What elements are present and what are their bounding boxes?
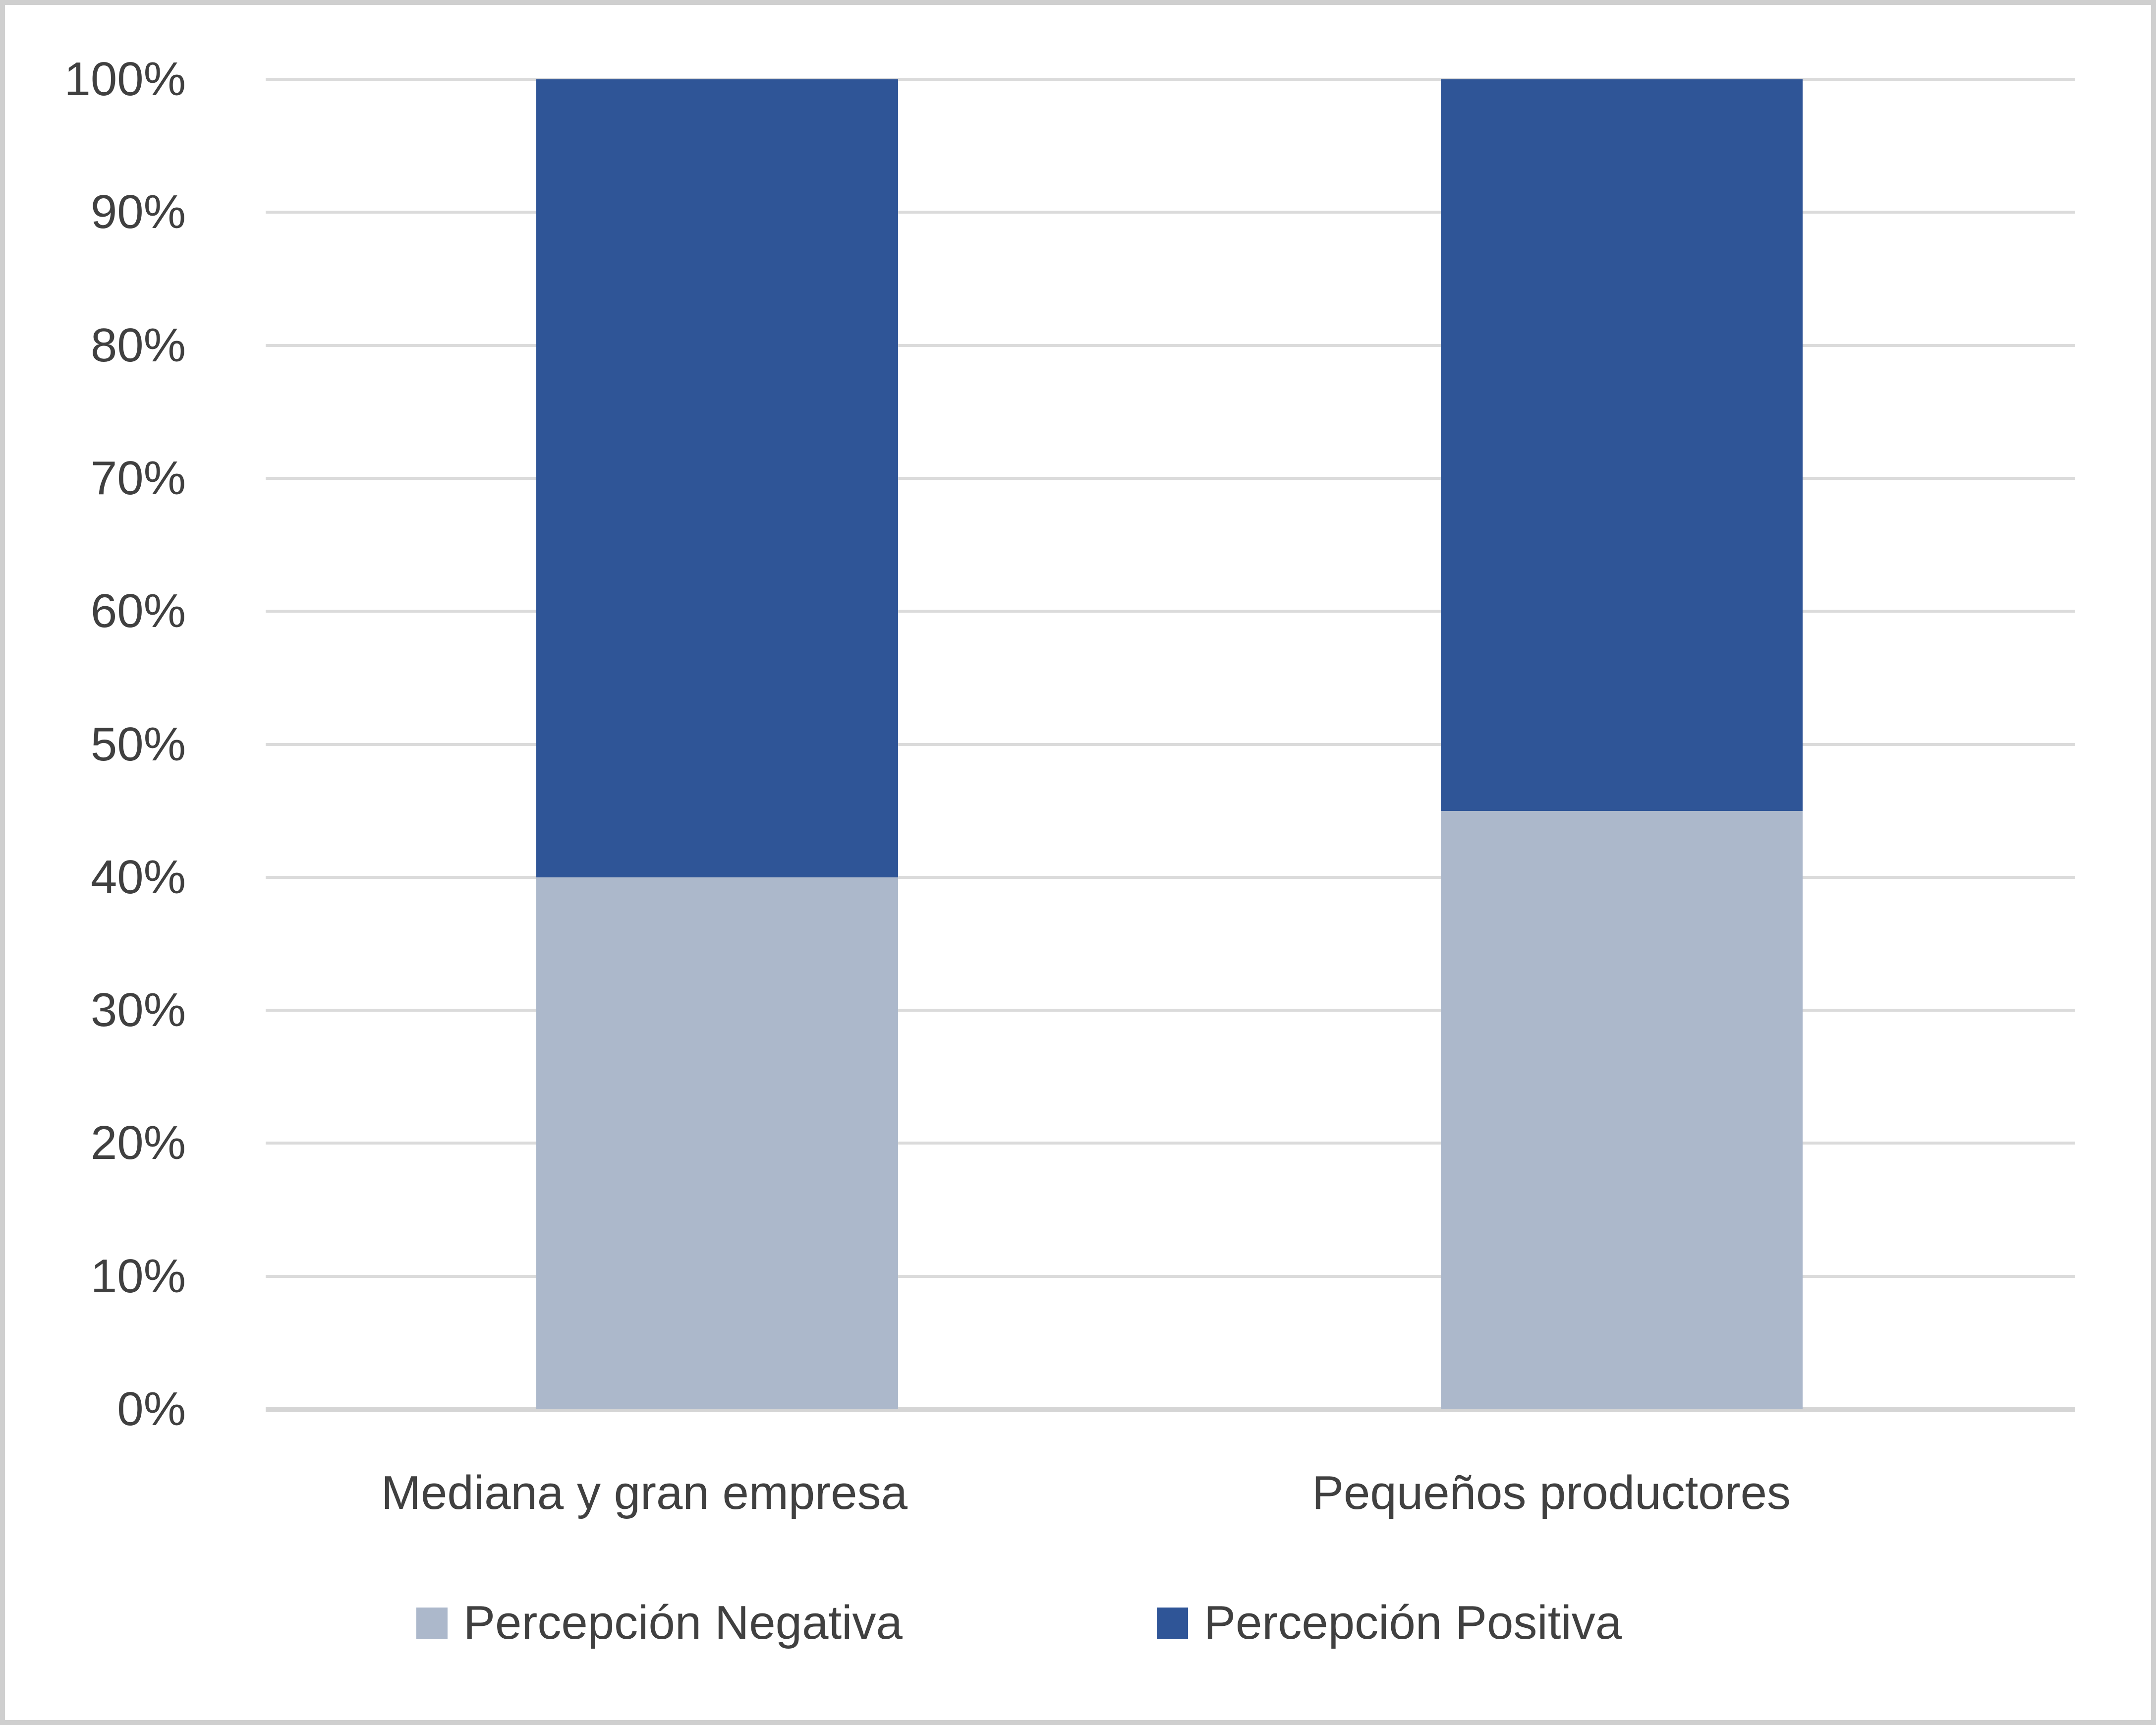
category-label-mediana-y-gran-empresa: Mediana y gran empresa xyxy=(381,1466,908,1519)
gridline-50% xyxy=(266,743,2075,746)
gridline-80% xyxy=(266,344,2075,347)
y-axis-tick-label-70%: 70% xyxy=(90,451,186,505)
gridline-20% xyxy=(266,1142,2075,1145)
bar-1-segment-positiva xyxy=(536,79,898,877)
legend-label-percepcion-negativa: Percepción Negativa xyxy=(463,1596,903,1649)
gridline-90% xyxy=(266,211,2075,214)
bar-2-segment-positiva xyxy=(1441,79,1803,811)
gridline-100% xyxy=(266,78,2075,81)
y-axis-tick-label-20%: 20% xyxy=(90,1116,186,1170)
legend-item-percepcion-negativa: Percepción Negativa xyxy=(416,1591,903,1655)
y-axis-tick-label-40%: 40% xyxy=(90,850,186,904)
y-axis-tick-label-90%: 90% xyxy=(90,185,186,239)
legend-item-percepcion-positiva: Percepción Positiva xyxy=(1157,1591,1622,1655)
gridline-40% xyxy=(266,875,2075,879)
y-axis-tick-label-80%: 80% xyxy=(90,318,186,372)
y-axis-tick-label-60%: 60% xyxy=(90,584,186,638)
x-axis-line xyxy=(266,1407,2075,1412)
bar-1 xyxy=(536,79,898,1409)
legend-swatch-percepcion-positiva xyxy=(1157,1607,1188,1639)
y-axis-tick-label-50%: 50% xyxy=(90,717,186,771)
legend-label-percepcion-positiva: Percepción Positiva xyxy=(1204,1596,1622,1649)
plot-area xyxy=(266,78,2075,1412)
y-axis-tick-label-30%: 30% xyxy=(90,983,186,1037)
y-axis-tick-label-100%: 100% xyxy=(64,53,186,106)
gridline-70% xyxy=(266,476,2075,480)
category-label-pequenos-productores: Pequeños productores xyxy=(1312,1466,1791,1519)
bar-2-segment-negativa xyxy=(1441,810,1803,1409)
gridline-10% xyxy=(266,1274,2075,1278)
legend-swatch-percepcion-negativa xyxy=(416,1607,448,1639)
gridline-30% xyxy=(266,1009,2075,1012)
y-axis-tick-label-0%: 0% xyxy=(117,1382,186,1436)
gridline-60% xyxy=(266,610,2075,613)
bar-2 xyxy=(1441,79,1803,1409)
y-axis-tick-label-10%: 10% xyxy=(90,1249,186,1303)
bar-1-segment-negativa xyxy=(536,877,898,1409)
